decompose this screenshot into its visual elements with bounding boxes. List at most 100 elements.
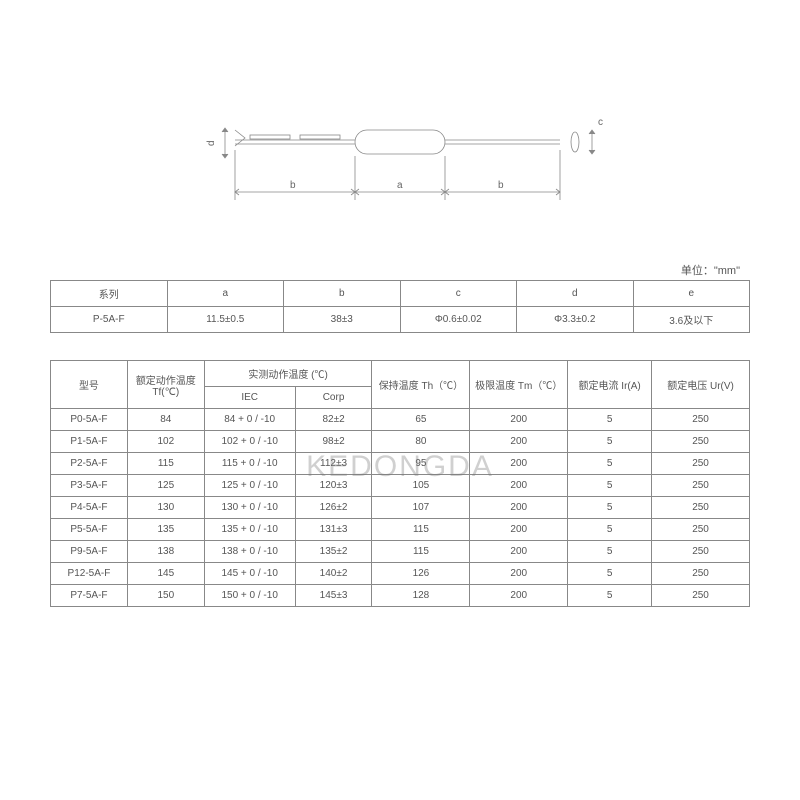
table-header-cell: 实测动作温度 (℃) [204,361,372,387]
table-cell: 145 [127,563,204,585]
table-cell: 105 [372,475,470,497]
table-row: P4-5A-F130130 + 0 / -10126±21072005250 [51,497,750,519]
table-header-cell: e [633,281,750,307]
table-header-cell: IEC [204,387,295,409]
table-header-cell: d [517,281,634,307]
table-cell: 250 [652,541,750,563]
table-cell: 250 [652,585,750,607]
table-cell: Φ0.6±0.02 [400,307,517,333]
table-row: P1-5A-F102102 + 0 / -1098±2802005250 [51,431,750,453]
table-cell: 138 [127,541,204,563]
table-cell: 115 [372,519,470,541]
table-cell: 5 [568,475,652,497]
component-diagram: d c b a b [0,70,800,250]
dim-b-right-label: b [498,180,504,191]
table-cell: 102 + 0 / -10 [204,431,295,453]
table-cell: 5 [568,541,652,563]
table-cell: 11.5±0.5 [167,307,284,333]
table-cell: 250 [652,475,750,497]
table-cell: 95 [372,453,470,475]
table-row: P3-5A-F125125 + 0 / -10120±31052005250 [51,475,750,497]
table-cell: 135 [127,519,204,541]
table-cell: P12-5A-F [51,563,128,585]
table-cell: 125 [127,475,204,497]
table-header-cell: 额定电压 Ur(V) [652,361,750,409]
table-cell: 200 [470,431,568,453]
table-cell: 38±3 [284,307,401,333]
table-cell: 5 [568,585,652,607]
table-cell: 150 [127,585,204,607]
table-header-cell: 系列 [51,281,168,307]
table-cell: P0-5A-F [51,409,128,431]
table-cell: P1-5A-F [51,431,128,453]
table-cell: 5 [568,497,652,519]
table-cell: 126 [372,563,470,585]
dimension-table: 系列abcde P-5A-F11.5±0.538±3Φ0.6±0.02Φ3.3±… [50,280,750,333]
table-cell: 250 [652,409,750,431]
table-cell: P2-5A-F [51,453,128,475]
dim-d-label: d [206,140,217,146]
table-header-cell: 额定电流 Ir(A) [568,361,652,409]
table-cell: 5 [568,563,652,585]
table-cell: 250 [652,497,750,519]
spec-table: 型号额定动作温度 Tf(℃)实测动作温度 (℃)保持温度 Th（℃）极限温度 T… [50,360,750,607]
table-cell: 102 [127,431,204,453]
dim-a-label: a [397,180,403,191]
table-cell: 126±2 [295,497,372,519]
table-cell: 200 [470,409,568,431]
table-cell: P3-5A-F [51,475,128,497]
table-header-cell: b [284,281,401,307]
table-cell: 98±2 [295,431,372,453]
table-cell: 200 [470,453,568,475]
table-cell: 200 [470,519,568,541]
table-cell: 5 [568,453,652,475]
table-header-cell: a [167,281,284,307]
table-cell: 120±3 [295,475,372,497]
table-cell: 150 + 0 / -10 [204,585,295,607]
table-cell: 135±2 [295,541,372,563]
table-cell: P9-5A-F [51,541,128,563]
table-cell: 80 [372,431,470,453]
dim-b-left-label: b [290,180,296,191]
table-cell: 128 [372,585,470,607]
table-cell: 115 [127,453,204,475]
table-cell: 130 [127,497,204,519]
table-cell: 145±3 [295,585,372,607]
table-cell: 200 [470,563,568,585]
table-cell: 250 [652,431,750,453]
table-cell: 250 [652,519,750,541]
table-cell: P-5A-F [51,307,168,333]
table-header-cell: 型号 [51,361,128,409]
table-cell: 200 [470,497,568,519]
table-header-cell: c [400,281,517,307]
table-cell: 5 [568,431,652,453]
table-cell: 250 [652,453,750,475]
table-row: P2-5A-F115115 + 0 / -10112±3952005250 [51,453,750,475]
table-cell: 5 [568,519,652,541]
table-row: P7-5A-F150150 + 0 / -10145±31282005250 [51,585,750,607]
table-cell: 112±3 [295,453,372,475]
table-cell: 138 + 0 / -10 [204,541,295,563]
table-row: P12-5A-F145145 + 0 / -10140±21262005250 [51,563,750,585]
table-cell: 131±3 [295,519,372,541]
table-cell: 140±2 [295,563,372,585]
table-cell: 84 + 0 / -10 [204,409,295,431]
table-cell: 107 [372,497,470,519]
table-cell: 200 [470,541,568,563]
table-header-cell: 极限温度 Tm（℃） [470,361,568,409]
table-cell: 145 + 0 / -10 [204,563,295,585]
table-cell: 65 [372,409,470,431]
dim-c-label: c [598,117,603,128]
table-cell: 250 [652,563,750,585]
table-cell: P5-5A-F [51,519,128,541]
table-header-cell: 保持温度 Th（℃） [372,361,470,409]
table-row: P9-5A-F138138 + 0 / -10135±21152005250 [51,541,750,563]
table-cell: 125 + 0 / -10 [204,475,295,497]
table-row: P5-5A-F135135 + 0 / -10131±31152005250 [51,519,750,541]
table-cell: P4-5A-F [51,497,128,519]
table-cell: 82±2 [295,409,372,431]
table-cell: 84 [127,409,204,431]
table-cell: 115 + 0 / -10 [204,453,295,475]
unit-label: 单位："mm" [681,262,740,278]
table-header-cell: Corp [295,387,372,409]
